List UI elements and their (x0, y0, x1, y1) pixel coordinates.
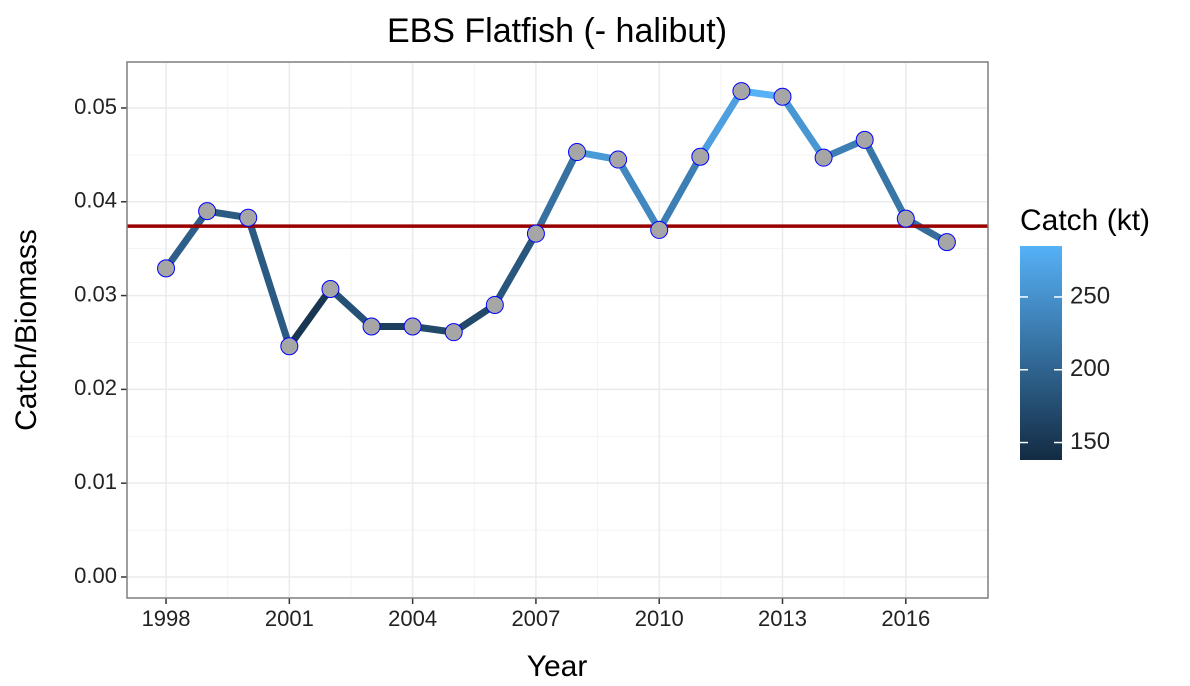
plot-border (126, 61, 989, 599)
y-tick-label: 0.00 (74, 563, 117, 588)
y-tick-label: 0.01 (74, 469, 117, 494)
point (691, 147, 710, 166)
line-segment (491, 230, 540, 309)
point (403, 317, 422, 336)
point (157, 259, 176, 278)
line-segment (162, 207, 211, 272)
point (650, 220, 669, 239)
x-tick-label: 2016 (881, 606, 930, 631)
x-tick-label: 2007 (511, 606, 560, 631)
line-segment (655, 153, 704, 234)
point (198, 202, 217, 221)
line-segment (326, 285, 376, 331)
line-segment (696, 87, 745, 161)
point (609, 150, 628, 169)
x-tick-label: 2004 (388, 606, 437, 631)
line-segment (532, 148, 581, 238)
point (896, 209, 915, 228)
y-tick-label: 0.04 (74, 188, 117, 213)
point (814, 148, 833, 167)
point (485, 295, 504, 314)
x-axis-label: Year (527, 650, 588, 683)
colorbar-tick-label: 150 (1070, 428, 1110, 455)
x-tick-label: 2010 (635, 606, 684, 631)
point (937, 233, 956, 252)
line-segment (244, 214, 293, 350)
line-segment (861, 136, 910, 223)
line-segment (614, 156, 663, 234)
y-tick-label: 0.05 (74, 94, 117, 119)
point (362, 317, 381, 336)
colorbar-tick-label: 200 (1070, 355, 1110, 382)
x-tick-label: 1998 (142, 606, 191, 631)
colorbar (1020, 246, 1062, 460)
legend-title: Catch (kt) (1020, 204, 1150, 237)
x-tick-label: 2013 (758, 606, 807, 631)
chart-title: EBS Flatfish (- halibut) (387, 12, 727, 50)
y-tick-label: 0.02 (74, 375, 117, 400)
point (321, 280, 340, 299)
y-axis-label: Catch/Biomass (10, 229, 43, 431)
y-tick-label: 0.03 (74, 281, 117, 306)
colorbar-tick-label: 250 (1070, 282, 1110, 309)
point (526, 224, 545, 243)
point (280, 337, 299, 356)
line-segment (285, 285, 334, 350)
point (444, 323, 463, 342)
point (239, 208, 258, 227)
point (855, 130, 874, 149)
point (773, 87, 792, 106)
line-segment (779, 93, 828, 162)
point (732, 82, 751, 101)
x-tick-label: 2001 (265, 606, 314, 631)
point (568, 143, 587, 162)
